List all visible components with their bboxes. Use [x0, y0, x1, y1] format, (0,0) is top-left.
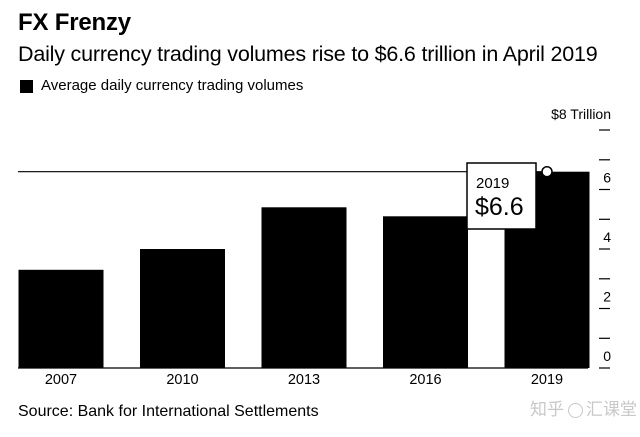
- callout-box: [466, 162, 537, 230]
- x-tick-label-2007: 2007: [45, 372, 77, 388]
- watermark-handle: 汇课堂: [586, 400, 637, 419]
- at-circle-icon: [568, 402, 583, 418]
- bar-2010: [140, 249, 225, 368]
- legend: Average daily currency trading volumes: [20, 76, 303, 96]
- y-tick-label-0: 0: [603, 348, 611, 364]
- callout-value: $6.6: [475, 193, 524, 221]
- x-axis: 2007 2010 2013 2016 2019: [45, 372, 563, 388]
- bar-2013: [261, 207, 347, 368]
- x-tick-label-2010: 2010: [166, 372, 198, 388]
- legend-label: Average daily currency trading volumes: [41, 77, 304, 94]
- x-tick-label-2013: 2013: [288, 372, 320, 388]
- legend-swatch: [20, 79, 33, 93]
- y-tick-label-4: 4: [603, 229, 611, 245]
- watermark-brand: 知乎: [530, 400, 564, 419]
- y-tick-label-2: 2: [603, 289, 611, 305]
- callout-year: 2019: [476, 175, 509, 192]
- source-note: Source: Bank for International Settlemen…: [18, 403, 319, 420]
- watermark: 知乎 汇课堂: [530, 398, 637, 422]
- y-tick-label-6: 6: [603, 170, 611, 186]
- x-tick-label-2016: 2016: [409, 372, 441, 388]
- bar-2016: [383, 216, 468, 368]
- x-tick-label-2019: 2019: [531, 372, 563, 388]
- y-axis: 0 2 4 6: [599, 129, 611, 369]
- bars-layer: [18, 171, 590, 368]
- bar-2007: [18, 269, 104, 368]
- reference-marker: [541, 165, 553, 178]
- value-callout: 2019 $6.6: [466, 162, 537, 230]
- chart-subtitle: Daily currency trading volumes rise to $…: [18, 42, 598, 66]
- chart-title: FX Frenzy: [18, 9, 131, 36]
- y-axis-unit-label: $8 Trillion: [551, 106, 611, 122]
